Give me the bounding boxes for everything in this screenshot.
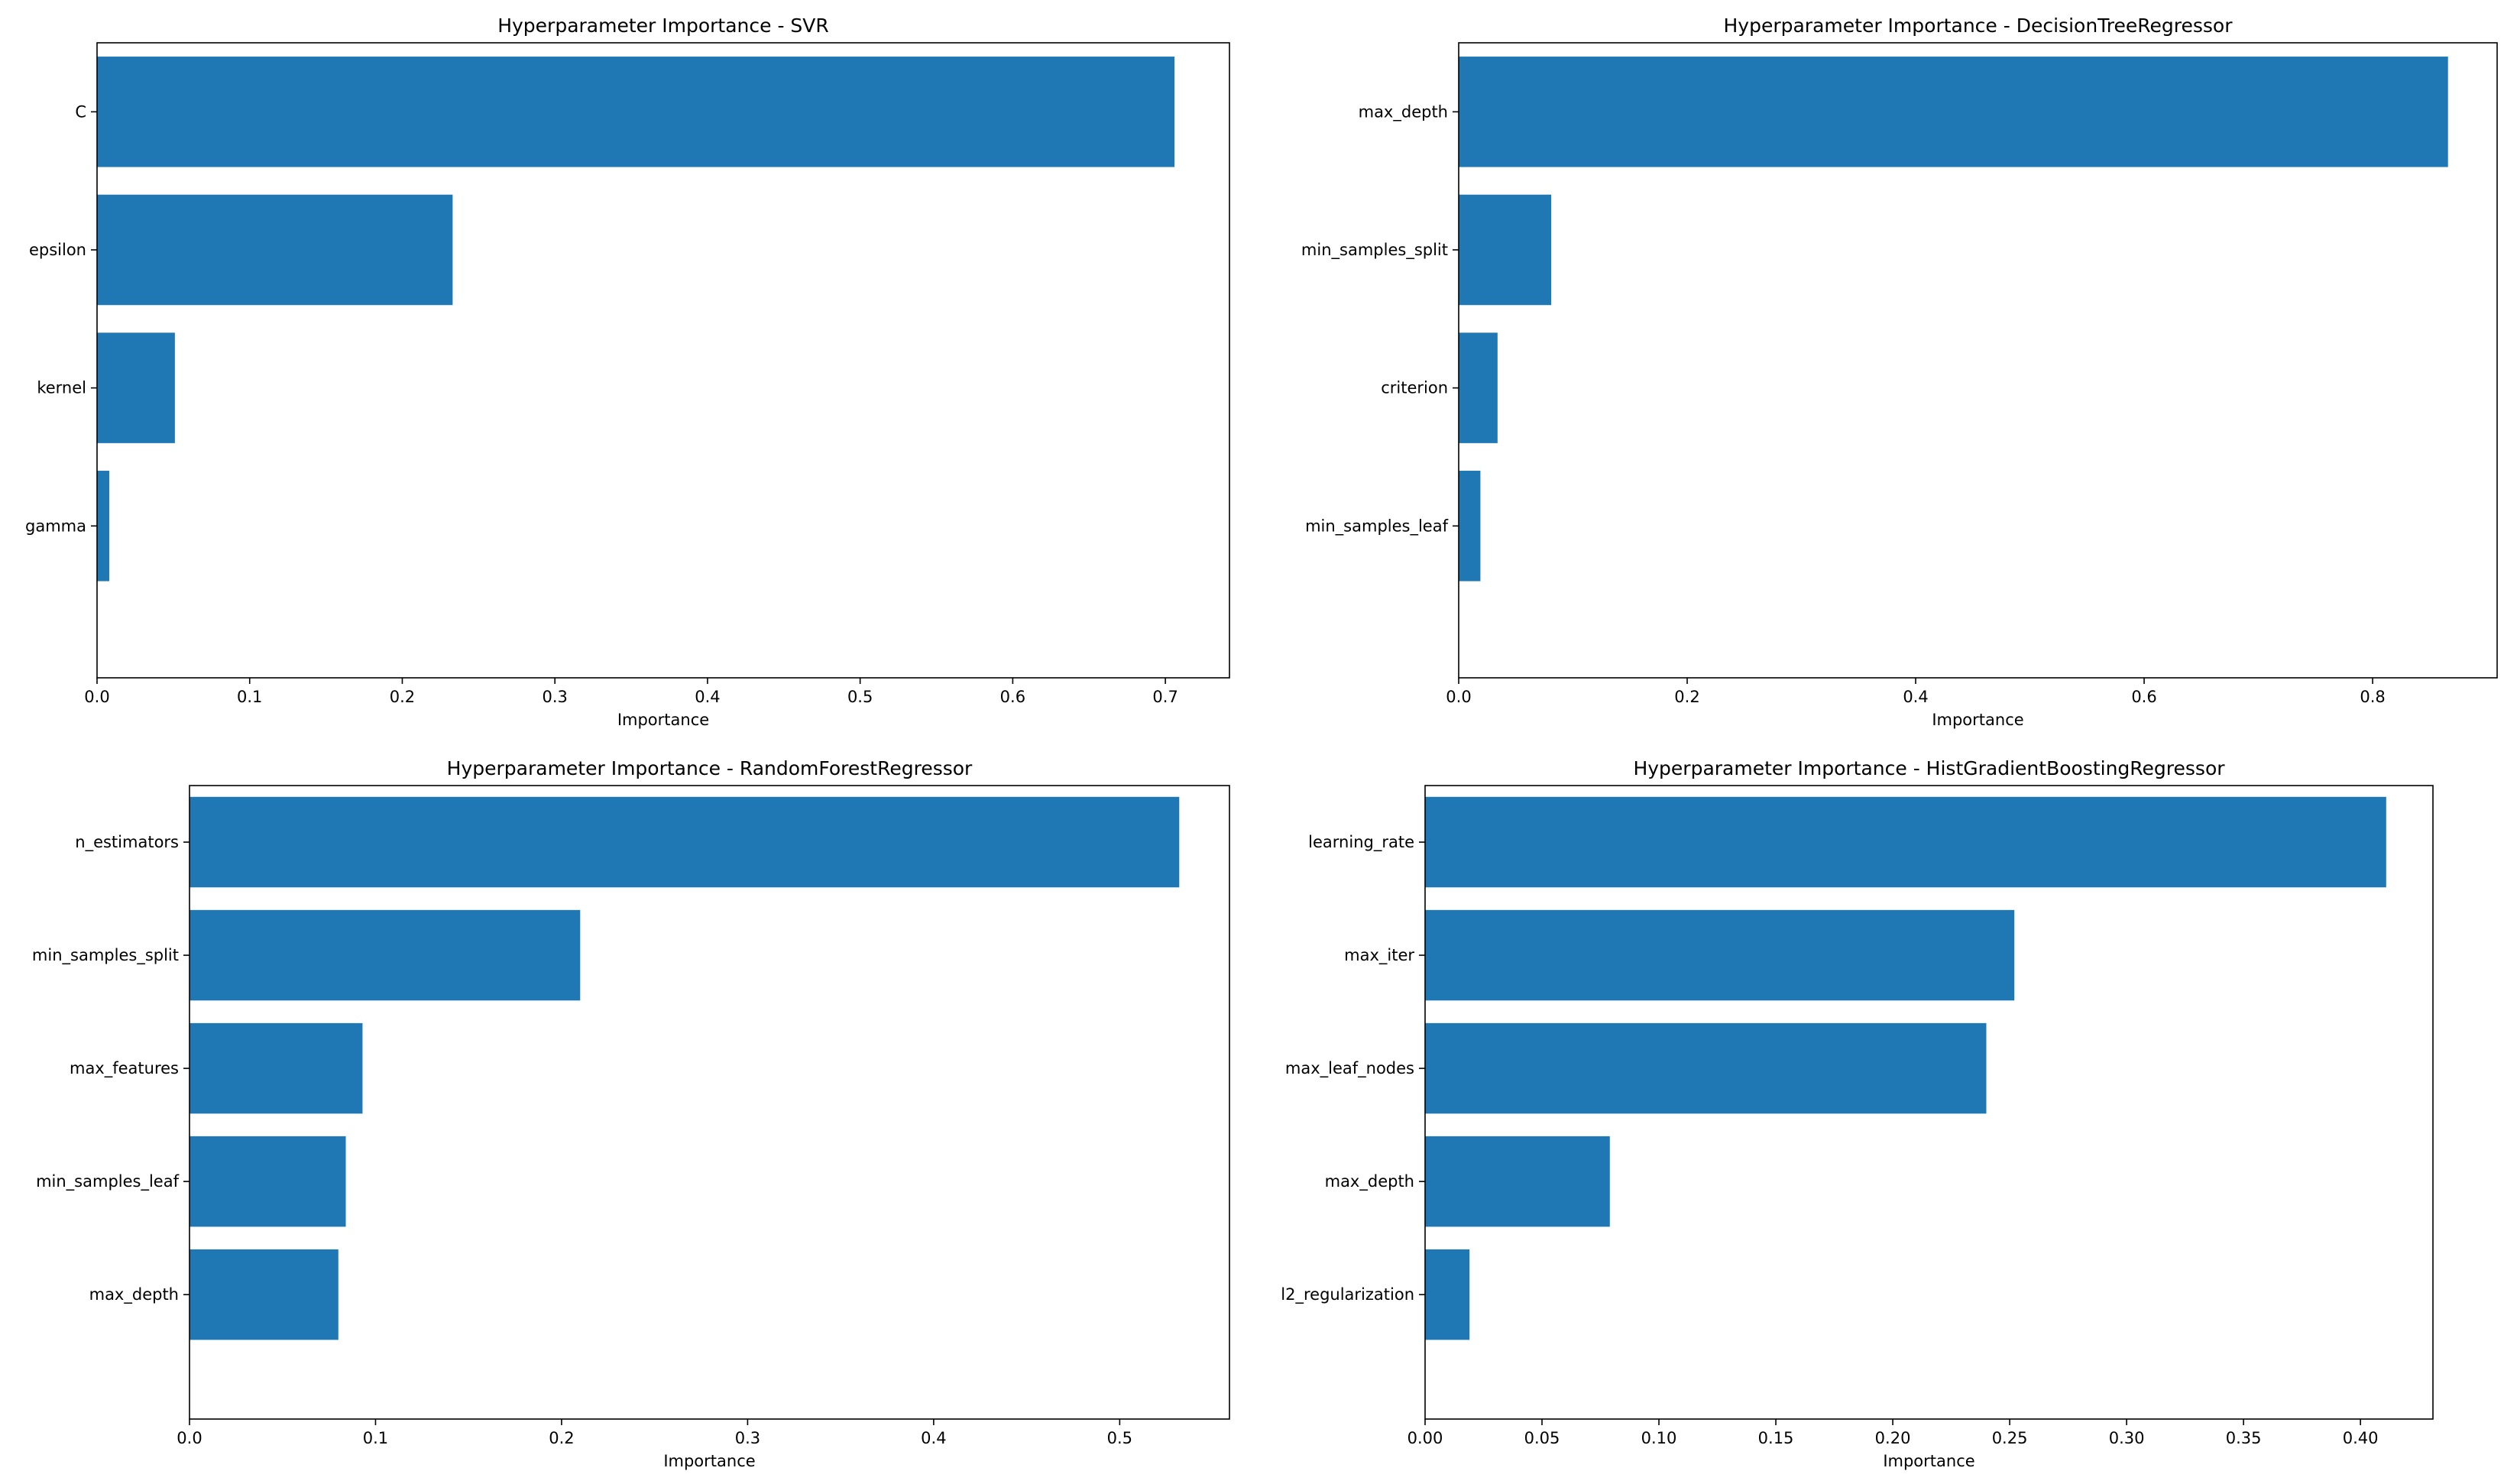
- y-tick-label: criterion: [1381, 379, 1448, 397]
- x-tick-label: 0.3: [542, 688, 567, 706]
- axes-frame: [189, 785, 1230, 1420]
- bar-max-leaf-nodes: [1425, 1022, 1987, 1114]
- x-tick-label: 0.4: [921, 1429, 946, 1447]
- y-tick-label: max_depth: [1359, 102, 1448, 122]
- subplot-4: learning_rate max_iter max_leaf_nodes max_d…: [1281, 757, 2434, 1470]
- y-tick-label: max_leaf_nodes: [1285, 1059, 1414, 1078]
- y-tick-label: min_samples_split: [1301, 241, 1448, 260]
- x-axis-label: Importance: [1932, 711, 2023, 729]
- y-tick-label: min_samples_leaf: [1305, 517, 1449, 536]
- x-tick-label: 0.3: [735, 1429, 760, 1447]
- x-tick-label: 0.5: [847, 688, 873, 706]
- x-tick-label: 0.05: [1524, 1429, 1560, 1447]
- y-tick-label: learning_rate: [1308, 833, 1414, 852]
- bar-C: [97, 57, 1175, 167]
- chart-title: Hyperparameter Importance - DecisionTree…: [1724, 15, 2234, 37]
- x-tick-label: 0.1: [237, 688, 262, 706]
- x-tick-label: 0.2: [1674, 688, 1699, 706]
- x-tick-label: 0.0: [84, 688, 109, 706]
- y-tick-label: gamma: [25, 517, 86, 535]
- x-tick-label: 0.10: [1641, 1429, 1677, 1447]
- y-tick-label: C: [75, 102, 86, 121]
- x-tick-label: 0.25: [1992, 1429, 2028, 1447]
- subplot-2: max_depth min_samples_split criterion min_s…: [1301, 15, 2498, 729]
- bar-max-iter: [1425, 909, 2015, 1001]
- x-tick-label: 0.40: [2343, 1429, 2379, 1447]
- x-tick-label: 0.15: [1758, 1429, 1794, 1447]
- axes-frame: [96, 42, 1230, 679]
- bar-epsilon: [97, 194, 453, 306]
- bar-min-samples-split: [190, 909, 581, 1001]
- chart-title: Hyperparameter Importance - SVR: [497, 15, 829, 37]
- y-tick-label: max_depth: [89, 1285, 179, 1304]
- axes-frame: [1458, 42, 2498, 679]
- x-tick-label: 0.0: [1446, 688, 1471, 706]
- axes-frame: [1424, 785, 2434, 1420]
- bar-l2-regularization: [1425, 1249, 1470, 1340]
- x-tick-label: 0.00: [1408, 1429, 1443, 1447]
- x-tick-label: 0.6: [1000, 688, 1025, 706]
- x-tick-label: 0.0: [177, 1429, 202, 1447]
- bar-max-depth: [1425, 1136, 1610, 1227]
- bar-max-depth: [1459, 57, 2448, 167]
- y-tick-label: n_estimators: [75, 833, 179, 852]
- chart-title: Hyperparameter Importance - RandomForest…: [447, 757, 973, 779]
- y-tick-label: kernel: [37, 379, 86, 397]
- y-tick-label: max_depth: [1325, 1172, 1414, 1191]
- bar-kernel: [97, 332, 175, 443]
- bar-n-estimators: [190, 796, 1180, 888]
- x-tick-label: 0.30: [2109, 1429, 2145, 1447]
- y-tick-label: epsilon: [29, 241, 86, 259]
- chart-title: Hyperparameter Importance - HistGradient…: [1633, 757, 2225, 779]
- x-axis-label: Importance: [617, 711, 709, 729]
- y-tick-label: min_samples_split: [32, 946, 179, 965]
- y-tick-label: l2_regularization: [1281, 1285, 1414, 1304]
- x-tick-label: 0.20: [1875, 1429, 1911, 1447]
- x-tick-label: 0.6: [2131, 688, 2156, 706]
- bar-min-samples-leaf: [1459, 471, 1481, 582]
- bar-criterion: [1459, 332, 1498, 443]
- bar-min-samples-split: [1459, 194, 1552, 306]
- x-tick-label: 0.2: [390, 688, 415, 706]
- bar-gamma: [97, 471, 109, 582]
- y-tick-label: max_features: [70, 1059, 179, 1078]
- bar-max-depth: [190, 1249, 339, 1340]
- x-axis-label: Importance: [1883, 1452, 1974, 1470]
- x-tick-label: 0.7: [1152, 688, 1178, 706]
- subplot-3: n_estimators min_samples_split max_feature…: [32, 757, 1230, 1470]
- x-tick-label: 0.8: [2360, 688, 2385, 706]
- bar-learning-rate: [1425, 796, 2386, 888]
- x-tick-label: 0.5: [1107, 1429, 1132, 1447]
- y-tick-label: min_samples_leaf: [36, 1172, 180, 1191]
- x-tick-label: 0.2: [549, 1429, 574, 1447]
- bar-min-samples-leaf: [190, 1136, 346, 1227]
- bar-max-features: [190, 1022, 363, 1114]
- x-tick-label: 0.35: [2226, 1429, 2262, 1447]
- x-axis-label: Importance: [663, 1452, 755, 1470]
- x-tick-label: 0.4: [1903, 688, 1928, 706]
- x-tick-label: 0.4: [695, 688, 720, 706]
- x-tick-label: 0.1: [363, 1429, 388, 1447]
- y-tick-label: max_iter: [1344, 946, 1414, 965]
